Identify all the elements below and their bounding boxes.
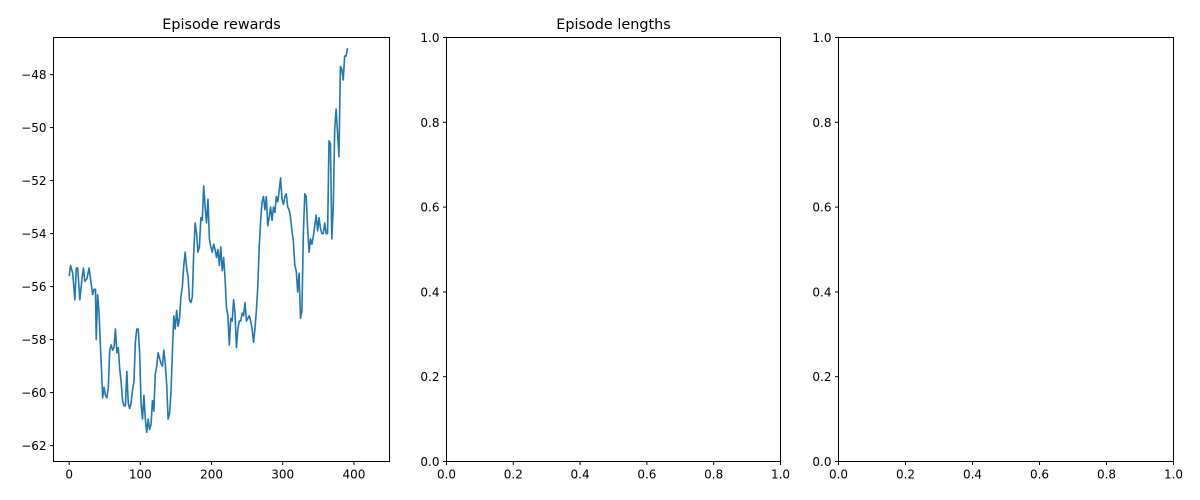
y-tick-label: 0.2 [420,370,439,384]
x-tick-label: 400 [342,468,365,482]
x-tick-label: 200 [200,468,223,482]
y-tick-label: 0.4 [420,285,439,299]
y-tick-label: 0.6 [420,201,439,215]
x-tick-label: 1.0 [1164,468,1183,482]
x-axis: 0.0 0.2 0.4 0.6 0.8 1.0 [829,461,1183,482]
subplot-1-title: Episode rewards [162,17,280,33]
x-tick-label: 1.0 [771,468,790,482]
y-tick-label: −56 [21,280,46,294]
y-tick-label: −52 [21,174,46,188]
x-tick-label: 0.2 [504,468,523,482]
subplot-3: 0.0 0.2 0.4 0.6 0.8 1.0 0.0 0.2 0.4 0.6 0.8 1.0 [812,31,1183,482]
x-tick-label: 0.0 [829,468,848,482]
subplot-episode-rewards: Episode rewards 0 100 200 300 400 −62−60−58−… [21,17,390,482]
y-tick-label: −54 [21,227,46,241]
x-tick-label: 0.6 [637,468,656,482]
axes-frame [446,37,781,462]
y-tick-label: 1.0 [812,31,831,45]
subplot-2-title: Episode lengths [556,17,670,33]
axes-frame [838,37,1174,462]
subplot-episode-lengths: Episode lengths 0.0 0.2 0.4 0.6 0.8 1.0 0.00.… [420,17,790,482]
y-tick-label: −50 [21,121,46,135]
y-tick-label: 0.6 [812,201,831,215]
y-tick-label: 0.2 [812,370,831,384]
x-axis: 0 100 200 300 400 [65,461,365,482]
axes-frame [53,37,390,462]
y-tick-label: 1.0 [420,31,439,45]
y-axis: 0.0 0.2 0.4 0.6 0.8 1.0 [420,31,447,469]
x-tick-label: 100 [129,468,152,482]
y-tick-label: 0.8 [812,116,831,130]
y-axis: 0.0 0.2 0.4 0.6 0.8 1.0 [812,31,839,469]
x-tick-label: 300 [271,468,294,482]
x-tick-label: 0 [65,468,73,482]
y-tick-label: −48 [21,68,46,82]
y-tick-label: 0.0 [420,455,439,469]
x-tick-label: 0.6 [1030,468,1049,482]
y-tick-label: −62 [21,439,46,453]
y-tick-label: −60 [21,386,46,400]
series-line [68,47,349,434]
y-tick-label: 0.8 [420,116,439,130]
x-tick-label: 0.8 [704,468,723,482]
x-tick-label: 0.4 [963,468,982,482]
x-tick-label: 0.0 [437,468,456,482]
x-tick-label: 0.4 [571,468,590,482]
x-tick-label: 0.8 [1097,468,1116,482]
y-tick-label: 0.4 [812,285,831,299]
y-tick-label: −58 [21,333,46,347]
y-axis: −62 −60 −58 −56 −54 −52 −50 −48 [21,68,54,453]
x-tick-label: 0.2 [896,468,915,482]
x-axis: 0.0 0.2 0.4 0.6 0.8 1.0 [437,461,790,482]
y-tick-label: 0.0 [812,455,831,469]
